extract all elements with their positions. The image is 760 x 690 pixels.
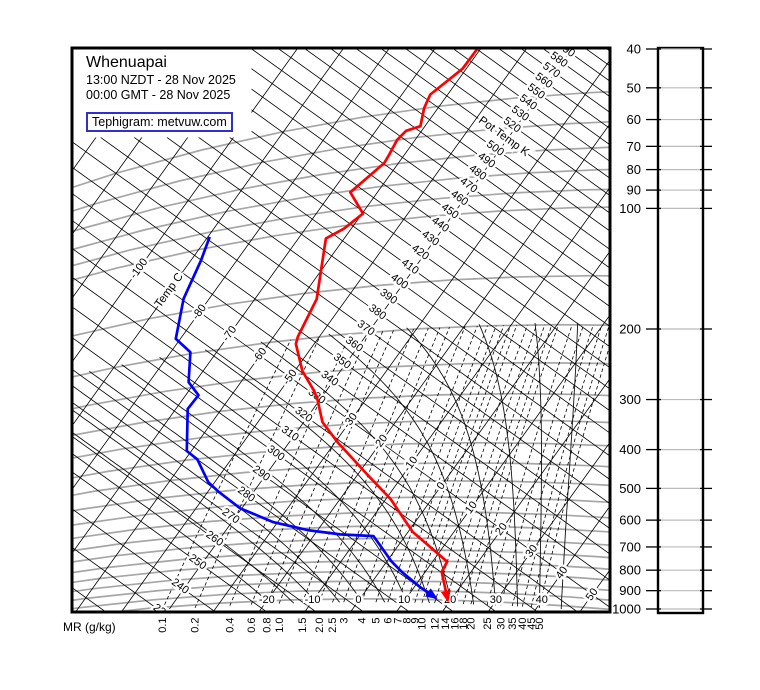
mr-tick-label: 18: [458, 618, 470, 630]
mr-tick-label: 1.5: [297, 618, 309, 633]
adiabat-label: 280: [235, 484, 257, 504]
mr-tick-label: 2.5: [327, 618, 339, 633]
mr-tick-label: 3: [338, 618, 350, 624]
pressure-tick-label: 800: [619, 563, 641, 578]
wet-adiabat-grid: [72, 322, 579, 610]
pressure-tick-label: 100: [619, 201, 641, 216]
isotherm-label: -80: [190, 302, 209, 322]
valid-utc-time: 00:00 GMT - 28 Nov 2025: [86, 88, 231, 102]
bottom-isotherm-label: 0: [355, 594, 361, 606]
bottom-isotherm-label: -10: [305, 594, 321, 606]
adiabat-label: 400: [388, 271, 410, 291]
soundings: [174, 48, 480, 603]
mr-tick-label: 10: [417, 618, 429, 630]
pressure-tick-label: 300: [619, 392, 641, 407]
pressure-tick-label: 600: [619, 513, 641, 528]
mr-tick-label: 30: [495, 618, 507, 630]
pressure-tick-label: 90: [627, 183, 641, 198]
mr-tick-label: 0.6: [246, 618, 258, 633]
adiabat-label: 290: [250, 463, 272, 483]
mr-tick-label: 45: [526, 618, 538, 630]
station-name: Whenuapai: [86, 54, 167, 71]
mr-tick-label: 8: [402, 618, 414, 624]
isotherm-label: -60: [250, 346, 269, 366]
mr-axis-title: MR (g/kg): [63, 620, 116, 634]
adiabat-label: 310: [279, 424, 301, 444]
mr-tick-label: 0.1: [157, 618, 169, 633]
pressure-tick-label: 50: [627, 80, 641, 95]
pressure-tick-label: 1000: [612, 602, 641, 617]
mr-tick-label: 0.2: [190, 618, 202, 633]
isotherm-label: -70: [220, 324, 239, 344]
bottom-isotherm-label: 10: [398, 594, 410, 606]
dewpoint-trace: [174, 236, 438, 600]
mr-tick-label: 2.0: [314, 618, 326, 633]
mr-tick-label: 20: [466, 618, 478, 630]
mr-tick-label: 35: [507, 618, 519, 630]
pressure-tick-label: 70: [627, 139, 641, 154]
pressure-tick-label: 200: [619, 322, 641, 337]
bottom-isotherm-label: 40: [536, 594, 548, 606]
mr-tick-label: 4: [356, 618, 368, 624]
adiabat-label: 380: [366, 302, 388, 322]
pressure-tick-label: 80: [627, 162, 641, 177]
isotherm-label: -10: [401, 454, 420, 474]
adiabat-label: 320: [293, 405, 315, 425]
isotherm-label: -20: [371, 433, 390, 453]
mr-tick-label: 0.8: [262, 618, 274, 633]
adiabat-label: 420: [409, 242, 431, 262]
adiabat-label: 360: [343, 334, 365, 354]
mr-tick-label: 6: [382, 618, 394, 624]
mr-tick-label: 50: [534, 618, 546, 630]
adiabat-label: 370: [355, 318, 377, 338]
adiabat-label: 270: [220, 506, 242, 526]
bottom-isotherm-label: -20: [259, 594, 275, 606]
pressure-tick-label: 900: [619, 583, 641, 598]
mr-tick-label: 1.0: [274, 618, 286, 633]
isotherm-label: 0: [435, 480, 448, 492]
pressure-bar: [656, 46, 705, 615]
isotherm-label: -30: [341, 411, 360, 431]
plot-border: [70, 46, 612, 614]
mr-tick-label: 12: [429, 618, 441, 630]
pressure-tick-label: 500: [619, 481, 641, 496]
pressure-axis: 40 50 60 70 80 90 100 200 300 400 500 600 700 800 900 1…: [612, 42, 712, 617]
isotherm-label: 10: [463, 499, 480, 516]
valid-local-time: 13:00 NZDT - 28 Nov 2025: [86, 73, 236, 87]
bottom-isotherm-label: 30: [490, 594, 502, 606]
mr-tick-label: 14: [440, 618, 452, 630]
pressure-tick-label: 40: [627, 42, 641, 57]
title-block: Whenuapai 13:00 NZDT - 28 Nov 2025 00:00…: [86, 53, 236, 132]
adiabat-label: 390: [377, 287, 399, 307]
isotherm-label: 20: [493, 521, 510, 538]
pressure-tick-label: 700: [619, 539, 641, 554]
isotherm-label: -100: [128, 256, 151, 281]
mr-tick-label: 5: [371, 618, 383, 624]
temperature-trace: [294, 48, 480, 603]
mr-axis: MR (g/kg) 0.1 0.2 0.4 0.6 0.8 1.0 1.5 2.0 2.5 3 4 5 6…: [63, 618, 546, 635]
adiabat-label: 410: [399, 257, 421, 277]
isotherm-axis-caption: Temp C: [153, 271, 186, 310]
mr-tick-label: 0.4: [225, 618, 237, 633]
pressure-tick-label: 60: [627, 112, 641, 127]
pressure-tick-label: 400: [619, 442, 641, 457]
mr-tick-label: 7: [393, 618, 405, 624]
mr-tick-label: 9: [410, 618, 422, 624]
mr-tick-label: 16: [450, 618, 462, 630]
mr-tick-label: 40: [517, 618, 529, 630]
mr-tick-label: 25: [482, 618, 494, 630]
metvuw-link[interactable]: Tephigram: metvuw.com: [86, 112, 233, 132]
